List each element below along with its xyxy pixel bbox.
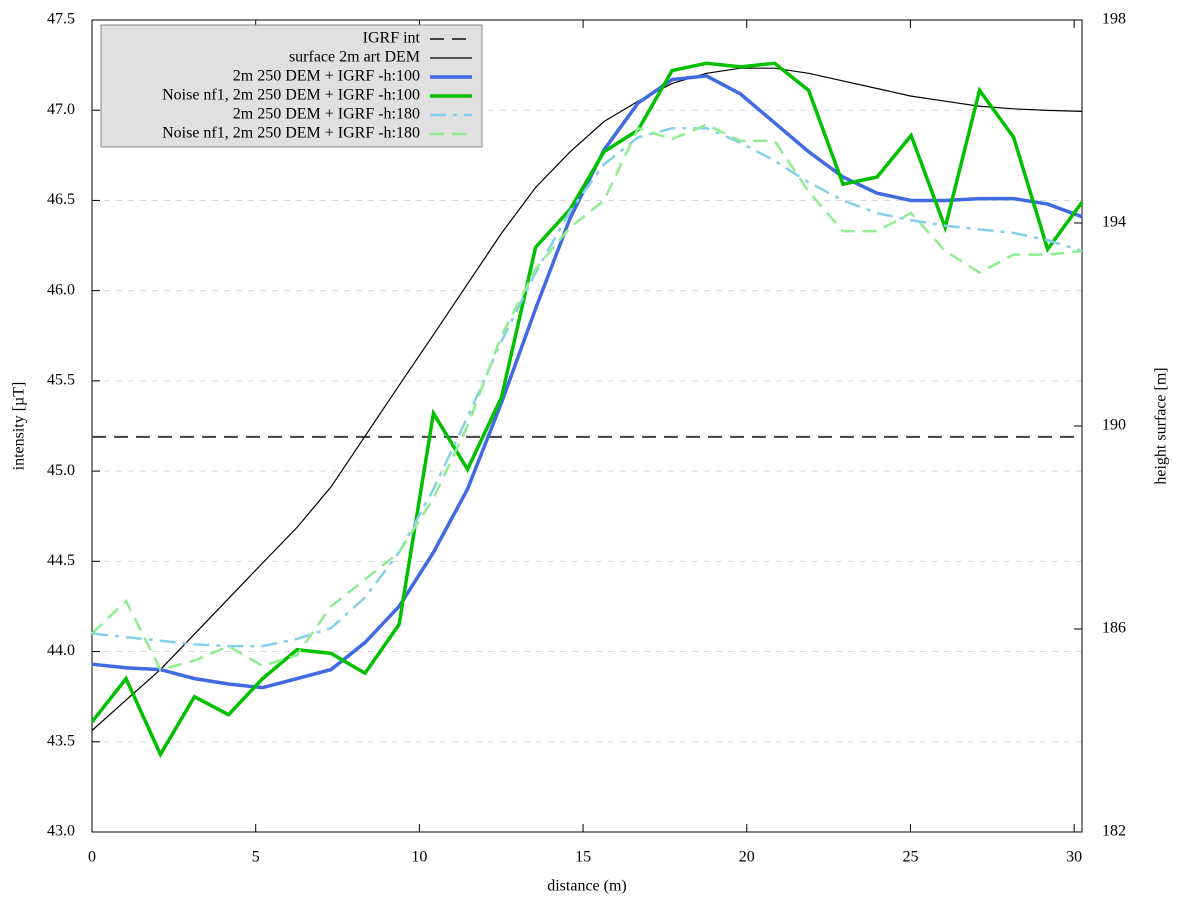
y-tick-label: 44.0: [47, 642, 75, 659]
x-tick-label: 15: [575, 849, 591, 866]
x-tick-label: 20: [739, 849, 755, 866]
y-tick-label: 47.0: [47, 101, 75, 118]
series-line: [90, 61, 1084, 759]
y2-tick-label: 190: [1102, 417, 1126, 434]
series-line: [91, 74, 1083, 690]
y-tick-label: 44.5: [47, 552, 75, 569]
series-line: [91, 127, 1083, 648]
legend-label: Noise nf1, 2m 250 DEM + IGRF -h:180: [162, 125, 420, 142]
y-tick-label: 45.0: [47, 462, 75, 479]
y-tick-label: 45.5: [47, 372, 75, 389]
legend-label: surface 2m art DEM: [289, 49, 420, 66]
x-tick-label: 5: [252, 849, 260, 866]
y-tick-label: 47.5: [47, 11, 75, 28]
series-line: [91, 67, 1083, 731]
legend-label: IGRF int: [363, 30, 421, 47]
x-tick-label: 30: [1066, 849, 1082, 866]
y-axis-label: intensity [µT]: [11, 382, 28, 471]
y-tick-label: 43.5: [47, 732, 75, 749]
plot-frame: [91, 19, 1083, 833]
y2-tick-label: 194: [1102, 214, 1126, 231]
y-tick-label: 46.5: [47, 191, 75, 208]
legend-label: 2m 250 DEM + IGRF -h:100: [233, 68, 420, 85]
y2-tick-label: 186: [1102, 620, 1126, 637]
y2-tick-label: 182: [1102, 823, 1126, 840]
x-axis-label: distance (m): [547, 878, 627, 895]
y2-axis-label: height surface [m]: [1153, 367, 1170, 484]
legend-box: [100, 24, 483, 148]
x-tick-label: 10: [411, 849, 427, 866]
y-tick-label: 43.0: [47, 823, 75, 840]
x-tick-label: 0: [88, 849, 96, 866]
legend-label: 2m 250 DEM + IGRF -h:180: [233, 106, 420, 123]
y2-tick-label: 198: [1102, 11, 1126, 28]
x-tick-label: 25: [902, 849, 918, 866]
legend-label: Noise nf1, 2m 250 DEM + IGRF -h:100: [162, 87, 420, 104]
series-line: [91, 123, 1083, 672]
y-tick-label: 46.0: [47, 281, 75, 298]
